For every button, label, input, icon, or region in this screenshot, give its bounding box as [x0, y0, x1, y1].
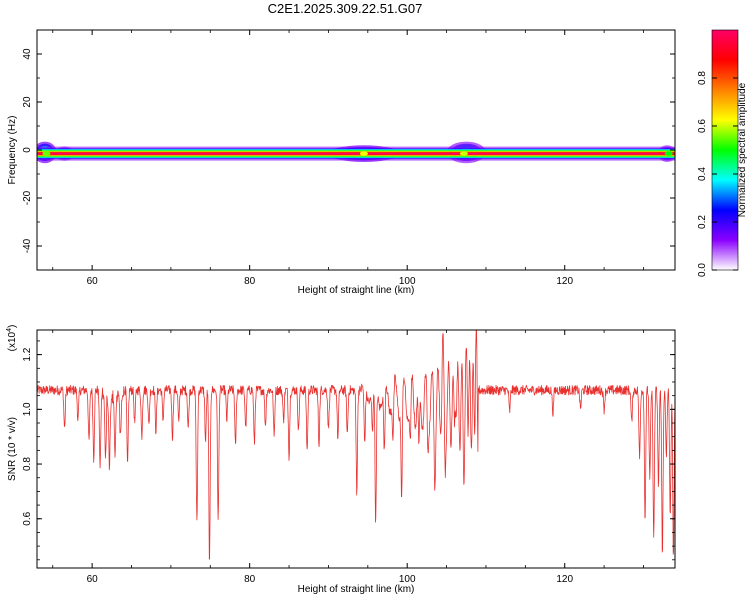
snr-x-tick-label: 100	[399, 574, 416, 585]
snr-y-tick-label: 1.0	[22, 402, 33, 416]
snr-x-tick-label: 60	[87, 574, 99, 585]
spectrogram-image	[37, 141, 675, 164]
snr-frame	[36, 329, 676, 569]
colorbar-tick-label: 0.8	[697, 71, 708, 85]
spectrogram-x-tick-label: 80	[244, 276, 256, 287]
spectrogram-y-tick-label: 20	[22, 96, 33, 108]
spectrogram-panel: 60 80 100 120 -40 -20 0 20 40 Height of straigh…	[7, 29, 676, 296]
spectrogram-y-ticks: -40 -20 0 20 40	[22, 29, 675, 271]
spectrogram-y-tick-label: -20	[22, 190, 33, 205]
snr-panel: 60 80 100 120 0.6 0.8 1.0 1.2 Height of straig…	[6, 325, 676, 595]
colorbar-tick-label: 0.4	[697, 167, 708, 181]
spectrogram-y-tick-label: -40	[22, 238, 33, 253]
colorbar-tick-label: 0.2	[697, 215, 708, 229]
colorbar-bar	[712, 30, 738, 270]
spectrogram-x-label: Height of straight line (km)	[298, 285, 415, 296]
snr-y-tick-label: 1.2	[22, 347, 33, 361]
snr-x-tick-label: 80	[244, 574, 256, 585]
snr-y-ticks: 0.6 0.8 1.0 1.2	[22, 340, 675, 561]
figure-title: C2E1.2025.309.22.51.G07	[268, 1, 423, 16]
snr-y-label: SNR (10 * v/v)	[7, 417, 18, 481]
snr-y-tick-label: 0.8	[22, 457, 33, 471]
snr-y-multiplier: (x104)	[6, 325, 18, 352]
spectrogram-hotspot	[664, 151, 673, 156]
snr-series-line	[37, 330, 675, 560]
colorbar-label: Normalized spectral amplitude	[737, 82, 748, 217]
spectrogram-y-tick-label: 0	[22, 147, 33, 153]
spectrogram-y-tick-label: 40	[22, 48, 33, 60]
snr-x-label: Height of straight line (km)	[298, 584, 415, 595]
spectrogram-band-layer	[37, 152, 675, 155]
spectrogram-hotspot	[459, 151, 468, 156]
spectrogram-x-ticks: 60 80 100 120	[52, 30, 644, 287]
spectrogram-x-tick-label: 120	[556, 276, 573, 287]
snr-x-ticks: 60 80 100 120	[52, 330, 644, 585]
spectrogram-hotspot	[42, 151, 51, 156]
spectrogram-hotspot	[359, 151, 368, 156]
spectrogram-x-tick-label: 60	[87, 276, 99, 287]
colorbar-frame	[711, 29, 739, 271]
spectrogram-y-label: Frequency (Hz)	[7, 116, 18, 185]
snr-y-tick-label: 0.6	[22, 511, 33, 525]
colorbar-ticks: 0.0 0.2 0.4 0.6 0.8	[697, 71, 738, 277]
colorbar-tick-label: 0.6	[697, 119, 708, 133]
spectrogram-x-tick-label: 100	[399, 276, 416, 287]
colorbar: 0.0 0.2 0.4 0.6 0.8 Normalized spectral ampl…	[697, 29, 748, 277]
colorbar-tick-label: 0.0	[697, 263, 708, 277]
snr-x-tick-label: 120	[556, 574, 573, 585]
